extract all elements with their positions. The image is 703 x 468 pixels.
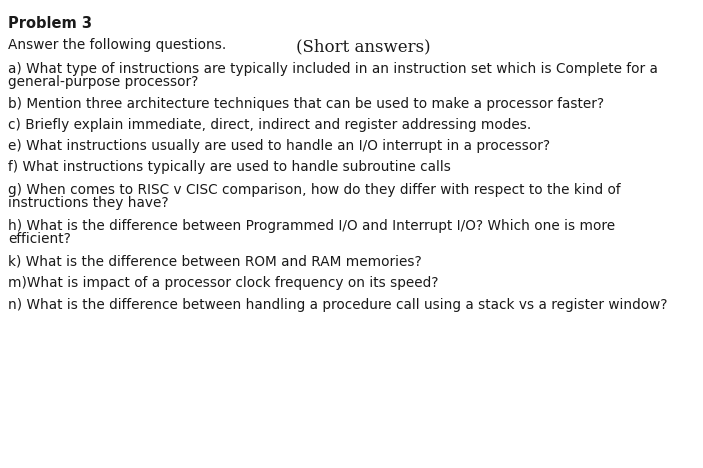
Text: f) What instructions typically are used to handle subroutine calls: f) What instructions typically are used … [8, 160, 451, 174]
Text: instructions they have?: instructions they have? [8, 196, 169, 210]
Text: efficient?: efficient? [8, 232, 71, 246]
Text: a) What type of instructions are typically included in an instruction set which : a) What type of instructions are typical… [8, 62, 658, 76]
Text: Problem 3: Problem 3 [8, 16, 92, 31]
Text: n) What is the difference between handling a procedure call using a stack vs a r: n) What is the difference between handli… [8, 298, 668, 312]
Text: (Short answers): (Short answers) [296, 38, 430, 55]
Text: k) What is the difference between ROM and RAM memories?: k) What is the difference between ROM an… [8, 255, 423, 269]
Text: general-purpose processor?: general-purpose processor? [8, 75, 199, 89]
Text: m)What is impact of a processor clock frequency on its speed?: m)What is impact of a processor clock fr… [8, 276, 439, 290]
Text: c) Briefly explain immediate, direct, indirect and register addressing modes.: c) Briefly explain immediate, direct, in… [8, 118, 531, 132]
Text: g) When comes to RISC v CISC comparison, how do they differ with respect to the : g) When comes to RISC v CISC comparison,… [8, 183, 621, 197]
Text: Answer the following questions.: Answer the following questions. [8, 38, 231, 52]
Text: e) What instructions usually are used to handle an I/O interrupt in a processor?: e) What instructions usually are used to… [8, 139, 550, 153]
Text: b) Mention three architecture techniques that can be used to make a processor fa: b) Mention three architecture techniques… [8, 97, 605, 111]
Text: h) What is the difference between Programmed I/O and Interrupt I/O? Which one is: h) What is the difference between Progra… [8, 219, 616, 233]
